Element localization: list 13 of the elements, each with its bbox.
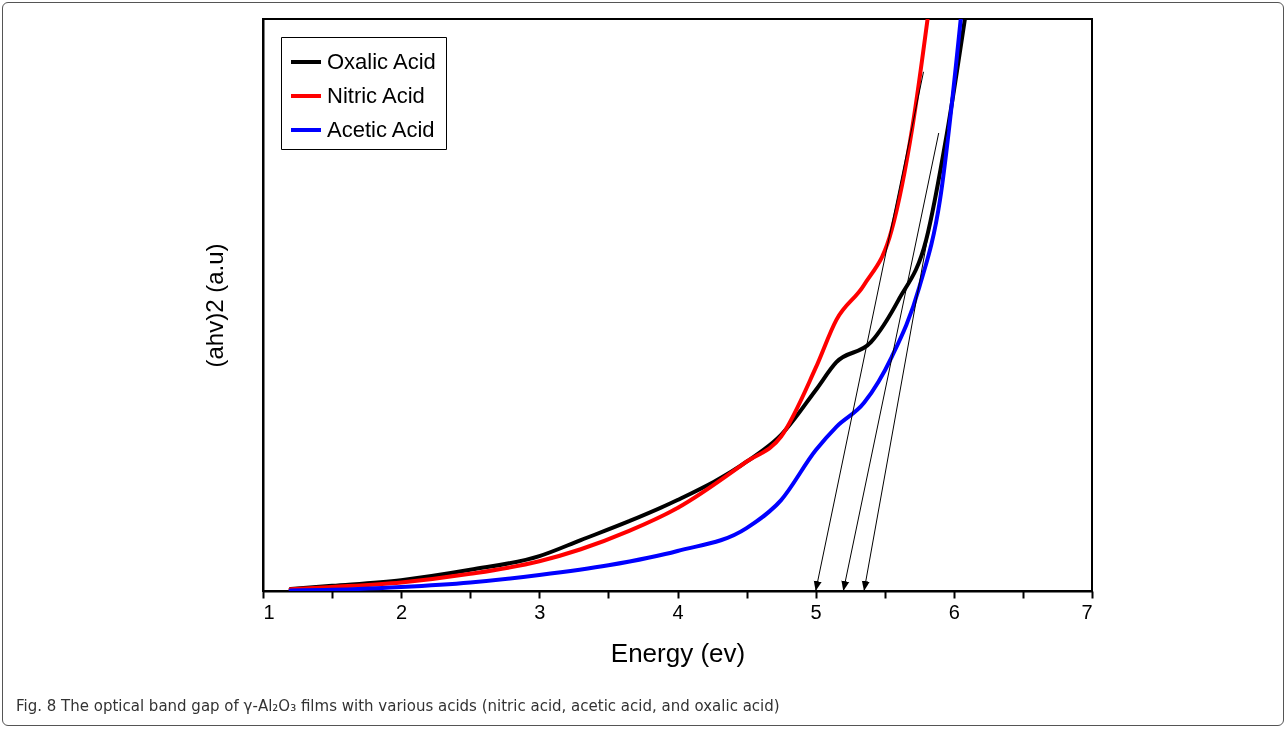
x-tick-label: 1: [263, 600, 275, 623]
legend-label: Nitric Acid: [327, 83, 425, 108]
y-axis-title: (ahv)2 (a.u): [200, 243, 228, 368]
x-tick-label: 6: [948, 600, 960, 623]
x-tick-label: 7: [1081, 600, 1093, 623]
x-tick-label: 2: [396, 600, 408, 623]
x-axis-title: Energy (ev): [610, 637, 746, 668]
legend-label: Acetic Acid: [327, 117, 435, 142]
caption: Fig. 8 The optical band gap of γ-Al₂O₃ films with various acids (nitric acid, acetic acid, and oxalic acid): [16, 697, 780, 715]
x-tick-label: 4: [672, 600, 684, 623]
x-tick-label: 3: [534, 600, 546, 623]
x-tick-label: 5: [810, 600, 822, 623]
legend-label: Oxalic Acid: [327, 49, 436, 74]
